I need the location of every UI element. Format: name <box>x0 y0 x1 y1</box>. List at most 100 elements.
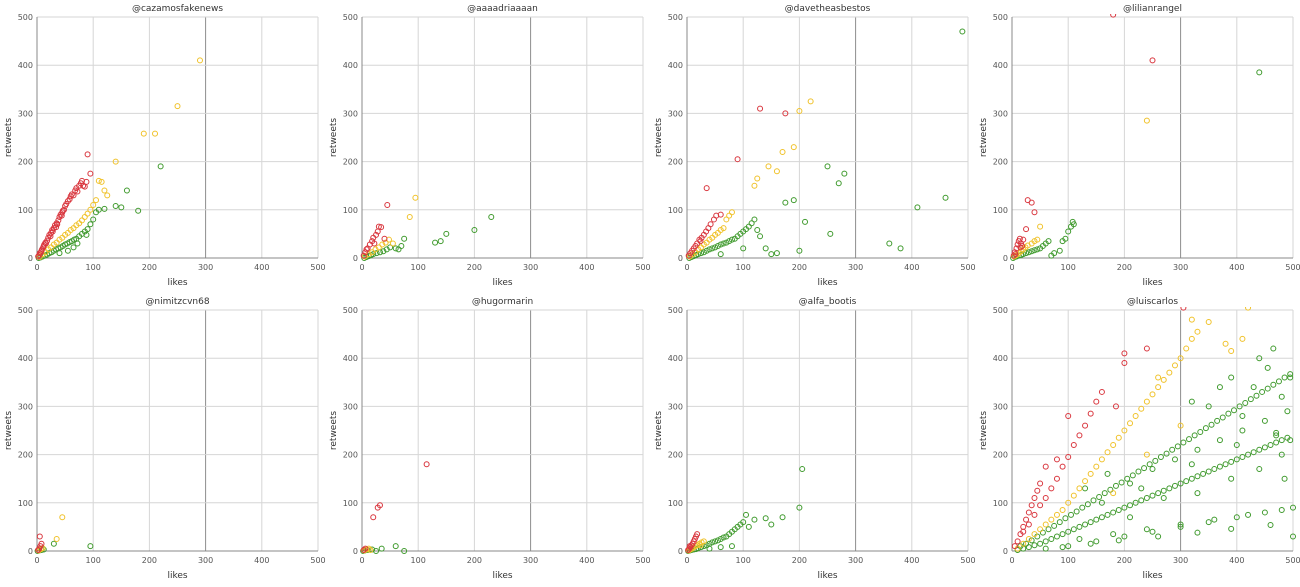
data-point-green <box>1259 388 1266 395</box>
data-point-green <box>1205 519 1212 526</box>
x-axis-title: likes <box>167 571 187 581</box>
data-point-green <box>1039 529 1046 536</box>
data-point-green <box>1166 485 1173 492</box>
data-point-green <box>84 226 91 233</box>
data-point-green <box>1087 519 1094 526</box>
data-point-red <box>1076 432 1083 439</box>
chart-panel: @davetheasbestos 0 100 200 300 400 500 0 100 200 3… <box>654 4 976 288</box>
y-axis-title: retweets <box>329 411 339 451</box>
data-point-yellow <box>807 98 814 105</box>
data-point-yellow <box>773 168 780 175</box>
data-point-yellow <box>1245 307 1252 311</box>
data-point-green <box>1270 345 1277 352</box>
data-point-yellow <box>1143 451 1150 458</box>
data-point-green <box>1118 479 1125 486</box>
data-point-green <box>1208 421 1215 428</box>
data-point-green <box>56 250 63 257</box>
data-point-green <box>1051 250 1058 257</box>
data-point-green <box>1076 535 1083 542</box>
chart-panel: @nimitzcvn68 0 100 200 300 400 500 0 100 200 300 40… <box>4 297 326 581</box>
data-point-green <box>1149 528 1156 535</box>
data-point-green <box>717 241 724 248</box>
data-point-yellow <box>140 130 147 137</box>
data-point-green <box>378 545 385 552</box>
x-tick-label: 500 <box>1285 263 1300 272</box>
data-point-green <box>1239 454 1246 461</box>
data-point-green <box>897 245 904 252</box>
data-point-yellow <box>1020 540 1027 547</box>
data-point-yellow <box>389 240 396 247</box>
points-group <box>34 514 94 554</box>
data-point-yellow <box>369 249 376 256</box>
data-point-green <box>827 230 834 237</box>
data-point-green <box>1202 425 1209 432</box>
data-point-yellow <box>1048 516 1055 523</box>
y-tick-label: 400 <box>343 61 358 70</box>
data-point-green <box>1045 526 1052 533</box>
data-point-green <box>751 216 758 223</box>
y-tick-label: 500 <box>668 306 683 315</box>
y-axis-title: retweets <box>979 411 989 451</box>
data-point-yellow <box>81 214 88 221</box>
data-point-yellow <box>375 244 382 251</box>
points-group <box>685 466 806 554</box>
data-point-red <box>1112 403 1119 410</box>
data-point-red <box>694 531 701 538</box>
data-point-green <box>1219 414 1226 421</box>
data-point-green <box>1157 454 1164 461</box>
data-point-red <box>1042 463 1049 470</box>
data-point-yellow <box>1194 328 1201 335</box>
y-tick-label: 100 <box>993 499 1008 508</box>
data-point-green <box>1146 461 1153 468</box>
data-point-red <box>1053 475 1060 482</box>
data-point-yellow <box>112 158 119 165</box>
data-point-red <box>1014 538 1021 545</box>
y-tick-label: 300 <box>343 109 358 118</box>
data-point-green <box>714 537 721 544</box>
x-tick-label: 100 <box>736 263 751 272</box>
data-point-green <box>726 238 733 245</box>
data-point-green <box>1028 248 1035 255</box>
data-point-green <box>1256 355 1263 362</box>
y-tick-label: 400 <box>343 354 358 363</box>
data-point-green <box>1233 514 1240 521</box>
data-point-green <box>1188 461 1195 468</box>
x-tick-label: 0 <box>34 263 39 272</box>
data-point-green <box>1115 537 1122 544</box>
data-point-yellow <box>95 177 102 184</box>
data-point-green <box>1056 519 1063 526</box>
data-point-red <box>1020 528 1027 535</box>
data-point-green <box>1228 475 1235 482</box>
data-point-yellow <box>1037 526 1044 533</box>
data-point-yellow <box>196 57 203 64</box>
data-point-yellow <box>93 197 100 204</box>
data-point-green <box>1093 538 1100 545</box>
data-point-red <box>370 514 377 521</box>
data-point-green <box>1250 384 1257 391</box>
data-point-green <box>1188 475 1195 482</box>
data-point-yellow <box>1031 238 1038 245</box>
data-point-green <box>1127 514 1134 521</box>
data-point-green <box>706 246 713 253</box>
data-point-yellow <box>1098 456 1105 463</box>
data-point-green <box>1160 494 1167 501</box>
data-point-green <box>1135 468 1142 475</box>
data-point-yellow <box>765 163 772 170</box>
data-point-red <box>1037 502 1044 509</box>
data-point-green <box>112 202 119 209</box>
data-point-red <box>1121 350 1128 357</box>
data-point-green <box>1225 410 1232 417</box>
data-point-red <box>1143 345 1150 352</box>
data-point-green <box>768 521 775 528</box>
y-tick-label: 0 <box>678 254 683 263</box>
data-point-green <box>1230 407 1237 414</box>
data-point-green <box>914 204 921 211</box>
data-point-red <box>1037 480 1044 487</box>
data-point-yellow <box>1082 478 1089 485</box>
data-point-red <box>36 533 43 540</box>
data-point-green <box>1073 508 1080 515</box>
data-point-green <box>1104 470 1111 477</box>
data-point-red <box>378 224 385 231</box>
x-tick-label: 200 <box>467 556 482 565</box>
data-point-green <box>1042 545 1049 552</box>
